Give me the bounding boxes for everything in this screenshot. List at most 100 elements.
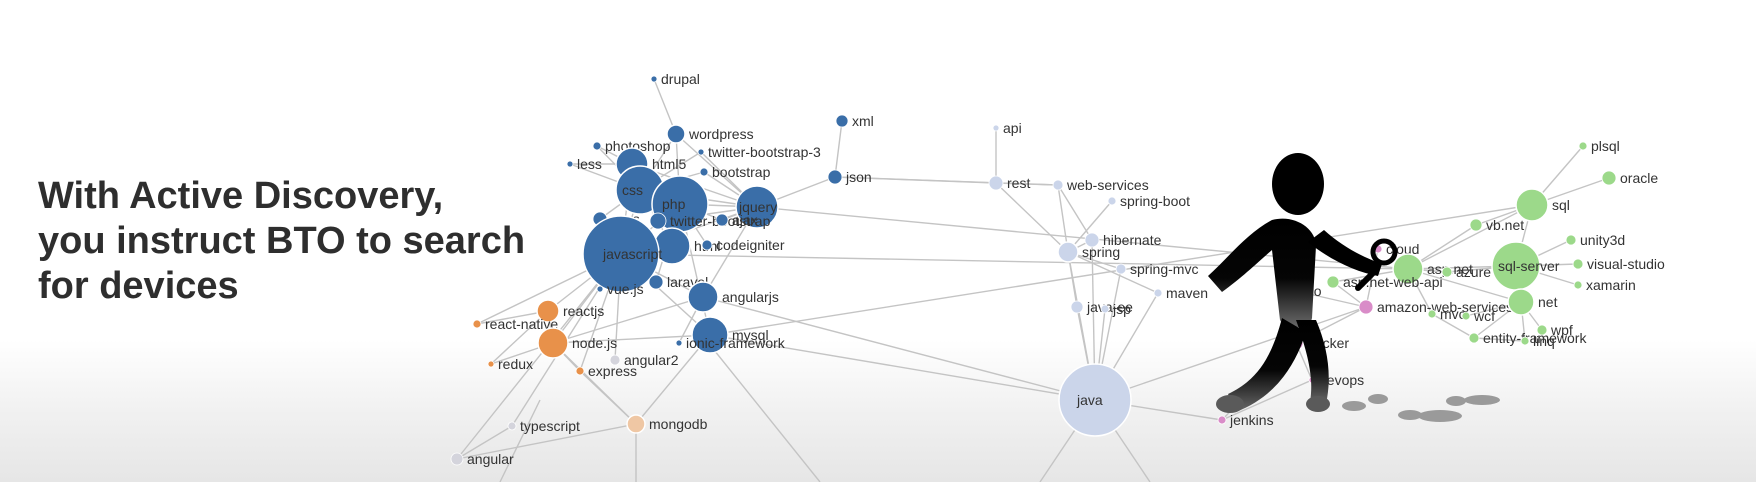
node-label: less — [577, 156, 602, 172]
node-label: react-native — [485, 316, 558, 332]
node-label: java-ee — [1086, 299, 1133, 315]
graph-edge — [1407, 268, 1522, 303]
node-circle — [592, 141, 602, 151]
node-label: oracle — [1620, 170, 1658, 186]
node-circle — [1052, 179, 1064, 191]
graph-node-jsp: jsp — [1100, 301, 1131, 317]
node-label: spring-mvc — [1130, 261, 1198, 277]
node-label: java — [1076, 392, 1103, 408]
graph-node-spring: spring — [1057, 241, 1120, 263]
graph-node-express: express — [575, 363, 637, 379]
graph-node-jenkins: jenkins — [1217, 412, 1274, 428]
graph-edge — [1067, 251, 1159, 294]
node-label: rest — [1007, 175, 1030, 191]
node-circle — [566, 160, 574, 168]
node-label: angular2 — [624, 352, 679, 368]
graph-edge — [1057, 184, 1069, 253]
node-circle — [1573, 280, 1583, 290]
node-label: linq — [1533, 333, 1555, 349]
node-circle — [487, 360, 495, 368]
node-label: wordpress — [688, 126, 754, 142]
node-label: entity-framework — [1483, 330, 1587, 346]
node-label: express — [588, 363, 637, 379]
graph-node-wcf: wcf — [1461, 308, 1495, 324]
node-circle — [1601, 170, 1617, 186]
graph-node-sql-server: sql-server — [1491, 241, 1560, 291]
graph-edge — [456, 253, 622, 460]
graph-edge — [552, 334, 711, 344]
graph-node-mvc: mvc — [1427, 306, 1466, 322]
node-label: sql — [1552, 197, 1570, 213]
node-circle — [1358, 299, 1374, 315]
node-circle — [648, 274, 664, 290]
node-circle — [827, 169, 843, 185]
graph-edge — [1094, 306, 1367, 401]
node-label: spring-boot — [1120, 193, 1190, 209]
graph-edge — [1057, 184, 1093, 241]
node-label: plsql — [1591, 138, 1620, 154]
node-circle — [1326, 275, 1340, 289]
graph-node-vb-net: vb.net — [1469, 217, 1524, 233]
node-circle — [649, 212, 667, 230]
graph-edge — [709, 334, 1096, 401]
node-label: html5 — [652, 156, 686, 172]
node-label: json — [845, 169, 872, 185]
graph-node-plsql: plsql — [1578, 138, 1620, 154]
node-circle — [1115, 263, 1127, 275]
graph-node-wpf: wpf — [1536, 322, 1573, 338]
graph-node-asp-net: asp.net — [1392, 253, 1473, 285]
node-label: angularjs — [722, 289, 779, 305]
node-label: wpf — [1550, 322, 1573, 338]
discovery-person-icon — [1208, 153, 1500, 422]
graph-node-codeigniter: codeigniter — [701, 237, 785, 253]
node-circle — [609, 354, 621, 366]
node-label: photoshop — [605, 138, 671, 154]
graph-edge — [490, 310, 549, 365]
node-circle — [507, 421, 517, 431]
node-circle — [715, 213, 729, 227]
graph-node-maven: maven — [1153, 285, 1208, 301]
graph-node-entity-framework: entity-framework — [1468, 330, 1587, 346]
graph-node-linq: linq — [1520, 333, 1555, 349]
node-circle — [1468, 332, 1480, 344]
node-label: amazon-web-services — [1377, 299, 1513, 315]
graph-node-mysql: mysql — [691, 316, 769, 354]
graph-node-angular2: angular2 — [609, 352, 679, 368]
graph-node-java-ee: java-ee — [1070, 299, 1133, 315]
node-circle — [1392, 253, 1424, 285]
node-circle — [835, 114, 849, 128]
node-circle — [1057, 241, 1079, 263]
node-label: web-services — [1066, 177, 1149, 193]
node-label: angular — [467, 451, 514, 467]
graph-node-ionic-framework: ionic-framework — [675, 335, 786, 351]
graph-node-hibernate: hibernate — [1084, 232, 1162, 248]
node-label: typescript — [520, 418, 580, 434]
graph-edge — [701, 334, 821, 482]
graph-node-vue-js: vue.js — [596, 281, 644, 297]
node-label: maven — [1166, 285, 1208, 301]
node-circle — [1100, 304, 1110, 314]
graph-edge — [456, 423, 637, 460]
graph-node-spring-boot: spring-boot — [1107, 193, 1190, 209]
graph-node-java: java — [1058, 363, 1132, 437]
graph-edge — [653, 78, 677, 135]
node-label: mongodb — [649, 416, 708, 432]
graph-edge — [499, 399, 541, 482]
node-circle — [988, 175, 1004, 191]
headline-line-1: With Active Discovery, — [38, 175, 444, 217]
node-label: api — [1003, 120, 1022, 136]
node-circle — [1070, 300, 1084, 314]
graph-node-xml: xml — [835, 113, 874, 129]
node-circle — [675, 339, 683, 347]
graph-node-angular: angular — [450, 451, 514, 467]
node-circle — [666, 124, 686, 144]
graph-edge — [456, 425, 513, 460]
graph-edge — [834, 176, 1059, 186]
node-circle — [537, 327, 569, 359]
graph-node-visual-studio: visual-studio — [1572, 256, 1665, 272]
graph-node-net: net — [1507, 288, 1558, 316]
node-circle — [992, 124, 1000, 132]
graph-edge — [579, 370, 637, 425]
graph-node-photoshop: photoshop — [592, 138, 671, 154]
